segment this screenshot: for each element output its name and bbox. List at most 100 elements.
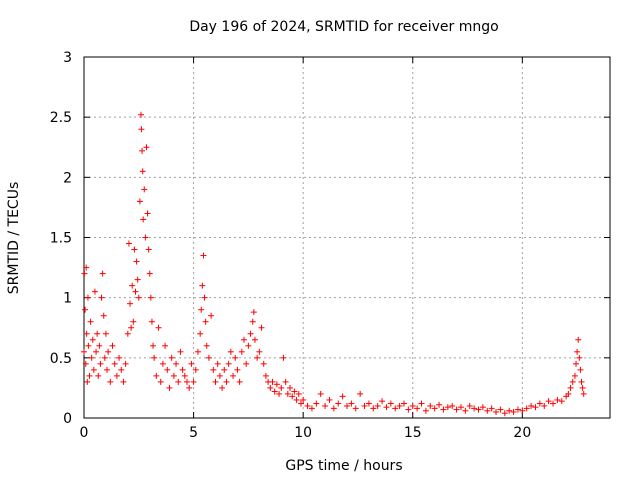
data-point xyxy=(202,318,209,325)
data-point xyxy=(427,402,434,409)
data-point xyxy=(120,378,127,385)
data-point xyxy=(205,354,212,361)
data-point xyxy=(122,360,129,367)
data-point xyxy=(138,126,145,133)
data-point xyxy=(488,405,495,412)
data-point xyxy=(164,366,171,373)
data-point xyxy=(128,324,135,331)
data-point xyxy=(118,366,125,373)
data-point xyxy=(127,300,134,307)
data-point xyxy=(184,378,191,385)
data-point xyxy=(330,405,337,412)
data-point xyxy=(197,330,204,337)
data-point xyxy=(247,330,254,337)
data-point xyxy=(150,342,157,349)
data-point xyxy=(291,388,298,395)
data-point xyxy=(258,324,265,331)
data-point xyxy=(271,388,278,395)
data-point xyxy=(113,372,120,379)
data-point xyxy=(181,372,188,379)
data-point xyxy=(96,342,103,349)
data-point xyxy=(94,330,101,337)
data-point xyxy=(216,372,223,379)
data-point xyxy=(335,400,342,407)
data-point xyxy=(273,381,280,388)
data-point xyxy=(159,360,166,367)
data-point xyxy=(139,147,146,154)
y-tick-label: 2 xyxy=(63,170,72,186)
data-point xyxy=(457,404,464,411)
data-point xyxy=(293,396,300,403)
data-points xyxy=(81,111,587,417)
data-point xyxy=(175,378,182,385)
data-point xyxy=(287,384,294,391)
data-point xyxy=(479,404,486,411)
data-point xyxy=(523,405,530,412)
data-point xyxy=(89,336,96,343)
y-axis-label: SRMTID / TECUs xyxy=(6,182,22,295)
data-point xyxy=(166,384,173,391)
data-point xyxy=(192,366,199,373)
data-point xyxy=(82,360,89,367)
data-point xyxy=(313,400,320,407)
data-point xyxy=(558,398,565,405)
data-point xyxy=(146,270,153,277)
data-point xyxy=(116,354,123,361)
data-point xyxy=(109,342,116,349)
data-point xyxy=(210,366,217,373)
data-point xyxy=(85,342,92,349)
data-point xyxy=(431,405,438,412)
data-point xyxy=(344,402,350,409)
data-point xyxy=(251,336,258,343)
data-point xyxy=(200,252,207,259)
data-point xyxy=(124,330,131,337)
data-point xyxy=(326,396,333,403)
data-point xyxy=(536,400,543,407)
data-point xyxy=(567,384,574,391)
data-point xyxy=(186,384,193,391)
data-point xyxy=(151,354,158,361)
data-point xyxy=(221,366,228,373)
data-point xyxy=(278,384,285,391)
data-point xyxy=(506,407,513,414)
data-point xyxy=(295,390,302,397)
data-point xyxy=(357,390,364,397)
data-point xyxy=(97,360,104,367)
data-point xyxy=(409,402,416,409)
data-point xyxy=(462,407,469,414)
data-point xyxy=(98,294,105,301)
data-point xyxy=(352,405,359,412)
data-point xyxy=(497,406,504,413)
data-point xyxy=(444,404,451,411)
data-point xyxy=(198,306,205,313)
data-point xyxy=(87,318,94,325)
data-point xyxy=(322,402,329,409)
data-point xyxy=(574,348,581,355)
data-point xyxy=(86,372,93,379)
data-point xyxy=(400,400,407,407)
data-point xyxy=(81,348,87,355)
data-point xyxy=(532,404,539,411)
y-tick-label: 3 xyxy=(63,50,72,66)
data-point xyxy=(519,407,526,414)
x-tick-label: 5 xyxy=(189,425,198,441)
y-tick-label: 1 xyxy=(63,291,72,307)
data-point xyxy=(105,348,112,355)
data-point xyxy=(466,402,473,409)
data-point xyxy=(212,378,219,385)
data-point xyxy=(449,402,456,409)
data-point xyxy=(168,354,175,361)
data-point xyxy=(541,402,548,409)
data-point xyxy=(392,405,399,412)
data-point xyxy=(102,330,109,337)
data-point xyxy=(577,366,584,373)
data-point xyxy=(83,264,90,271)
grid-lines xyxy=(84,57,610,418)
data-point xyxy=(147,294,154,301)
data-point xyxy=(297,400,304,407)
data-point xyxy=(317,390,324,397)
data-point xyxy=(249,318,256,325)
data-point xyxy=(514,406,521,413)
data-point xyxy=(387,400,394,407)
data-point xyxy=(81,270,88,277)
